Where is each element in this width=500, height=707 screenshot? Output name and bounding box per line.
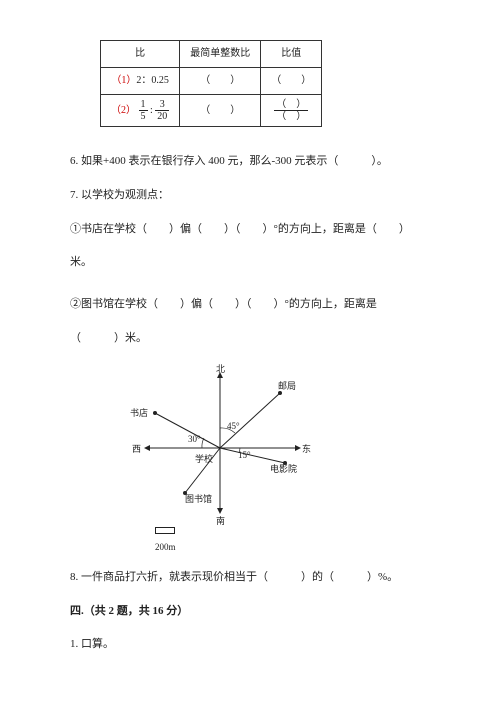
row1-prefix: （1） <box>111 75 136 86</box>
table-row: （2） 15 : 320 （ ） （ ）（ ） <box>101 95 322 127</box>
question-7a-cont: 米。 <box>70 253 430 273</box>
label-post: 邮局 <box>278 378 296 394</box>
label-south: 南 <box>216 513 225 529</box>
scale-label: 200m <box>155 542 176 552</box>
label-bookstore: 书店 <box>130 405 148 421</box>
row1-val: （ ） <box>261 68 322 95</box>
table-row: （1）2：0.25 （ ） （ ） <box>101 68 322 95</box>
question-8: 8. 一件商品打六折，就表示现价相当于（ ）的（ ）%。 <box>70 568 430 588</box>
question-6: 6. 如果+400 表示在银行存入 400 元，那么-300 元表示（ ）。 <box>70 152 430 172</box>
label-west: 西 <box>132 441 141 457</box>
section-4-title: 四.（共 2 题，共 16 分） <box>70 602 430 622</box>
frac-1-5: 15 <box>139 99 148 122</box>
angle-45: 45° <box>227 418 240 434</box>
scale-bar-icon <box>155 527 175 534</box>
label-north: 北 <box>216 361 225 377</box>
section-4-q1: 1. 口算。 <box>70 635 430 655</box>
question-7a: ①书店在学校（ ）偏（ ）（ ）°的方向上，距离是（ ） <box>70 220 430 240</box>
th-simplest: 最简单整数比 <box>180 41 261 68</box>
question-7b: ②图书馆在学校（ ）偏（ ）（ ）°的方向上，距离是 <box>70 295 430 315</box>
row2-mid: （ ） <box>180 95 261 127</box>
frac-3-20: 320 <box>155 99 169 122</box>
compass-svg <box>130 363 330 523</box>
label-school: 学校 <box>195 451 213 467</box>
row2-val: （ ）（ ） <box>261 95 322 127</box>
th-ratio: 比 <box>101 41 180 68</box>
row1-ratio: 2：0.25 <box>136 75 169 86</box>
scale-bar-wrap: 200m <box>155 523 176 555</box>
question-7: 7. 以学校为观测点： <box>70 186 430 206</box>
label-library: 图书馆 <box>185 491 212 507</box>
row2-prefix: （2） <box>111 105 136 116</box>
row1-mid: （ ） <box>180 68 261 95</box>
ratio-table: 比 最简单整数比 比值 （1）2：0.25 （ ） （ ） （2） 15 : 3… <box>100 40 322 127</box>
label-east: 东 <box>302 441 311 457</box>
label-cinema: 电影院 <box>270 461 297 477</box>
angle-30: 30° <box>188 431 201 447</box>
th-value: 比值 <box>261 41 322 68</box>
angle-15: 15° <box>238 447 251 463</box>
question-7b-cont: （ ）米。 <box>70 329 430 349</box>
direction-diagram: 北 南 东 西 邮局 书店 图书馆 电影院 学校 45° 30° 15° 200… <box>130 363 330 543</box>
